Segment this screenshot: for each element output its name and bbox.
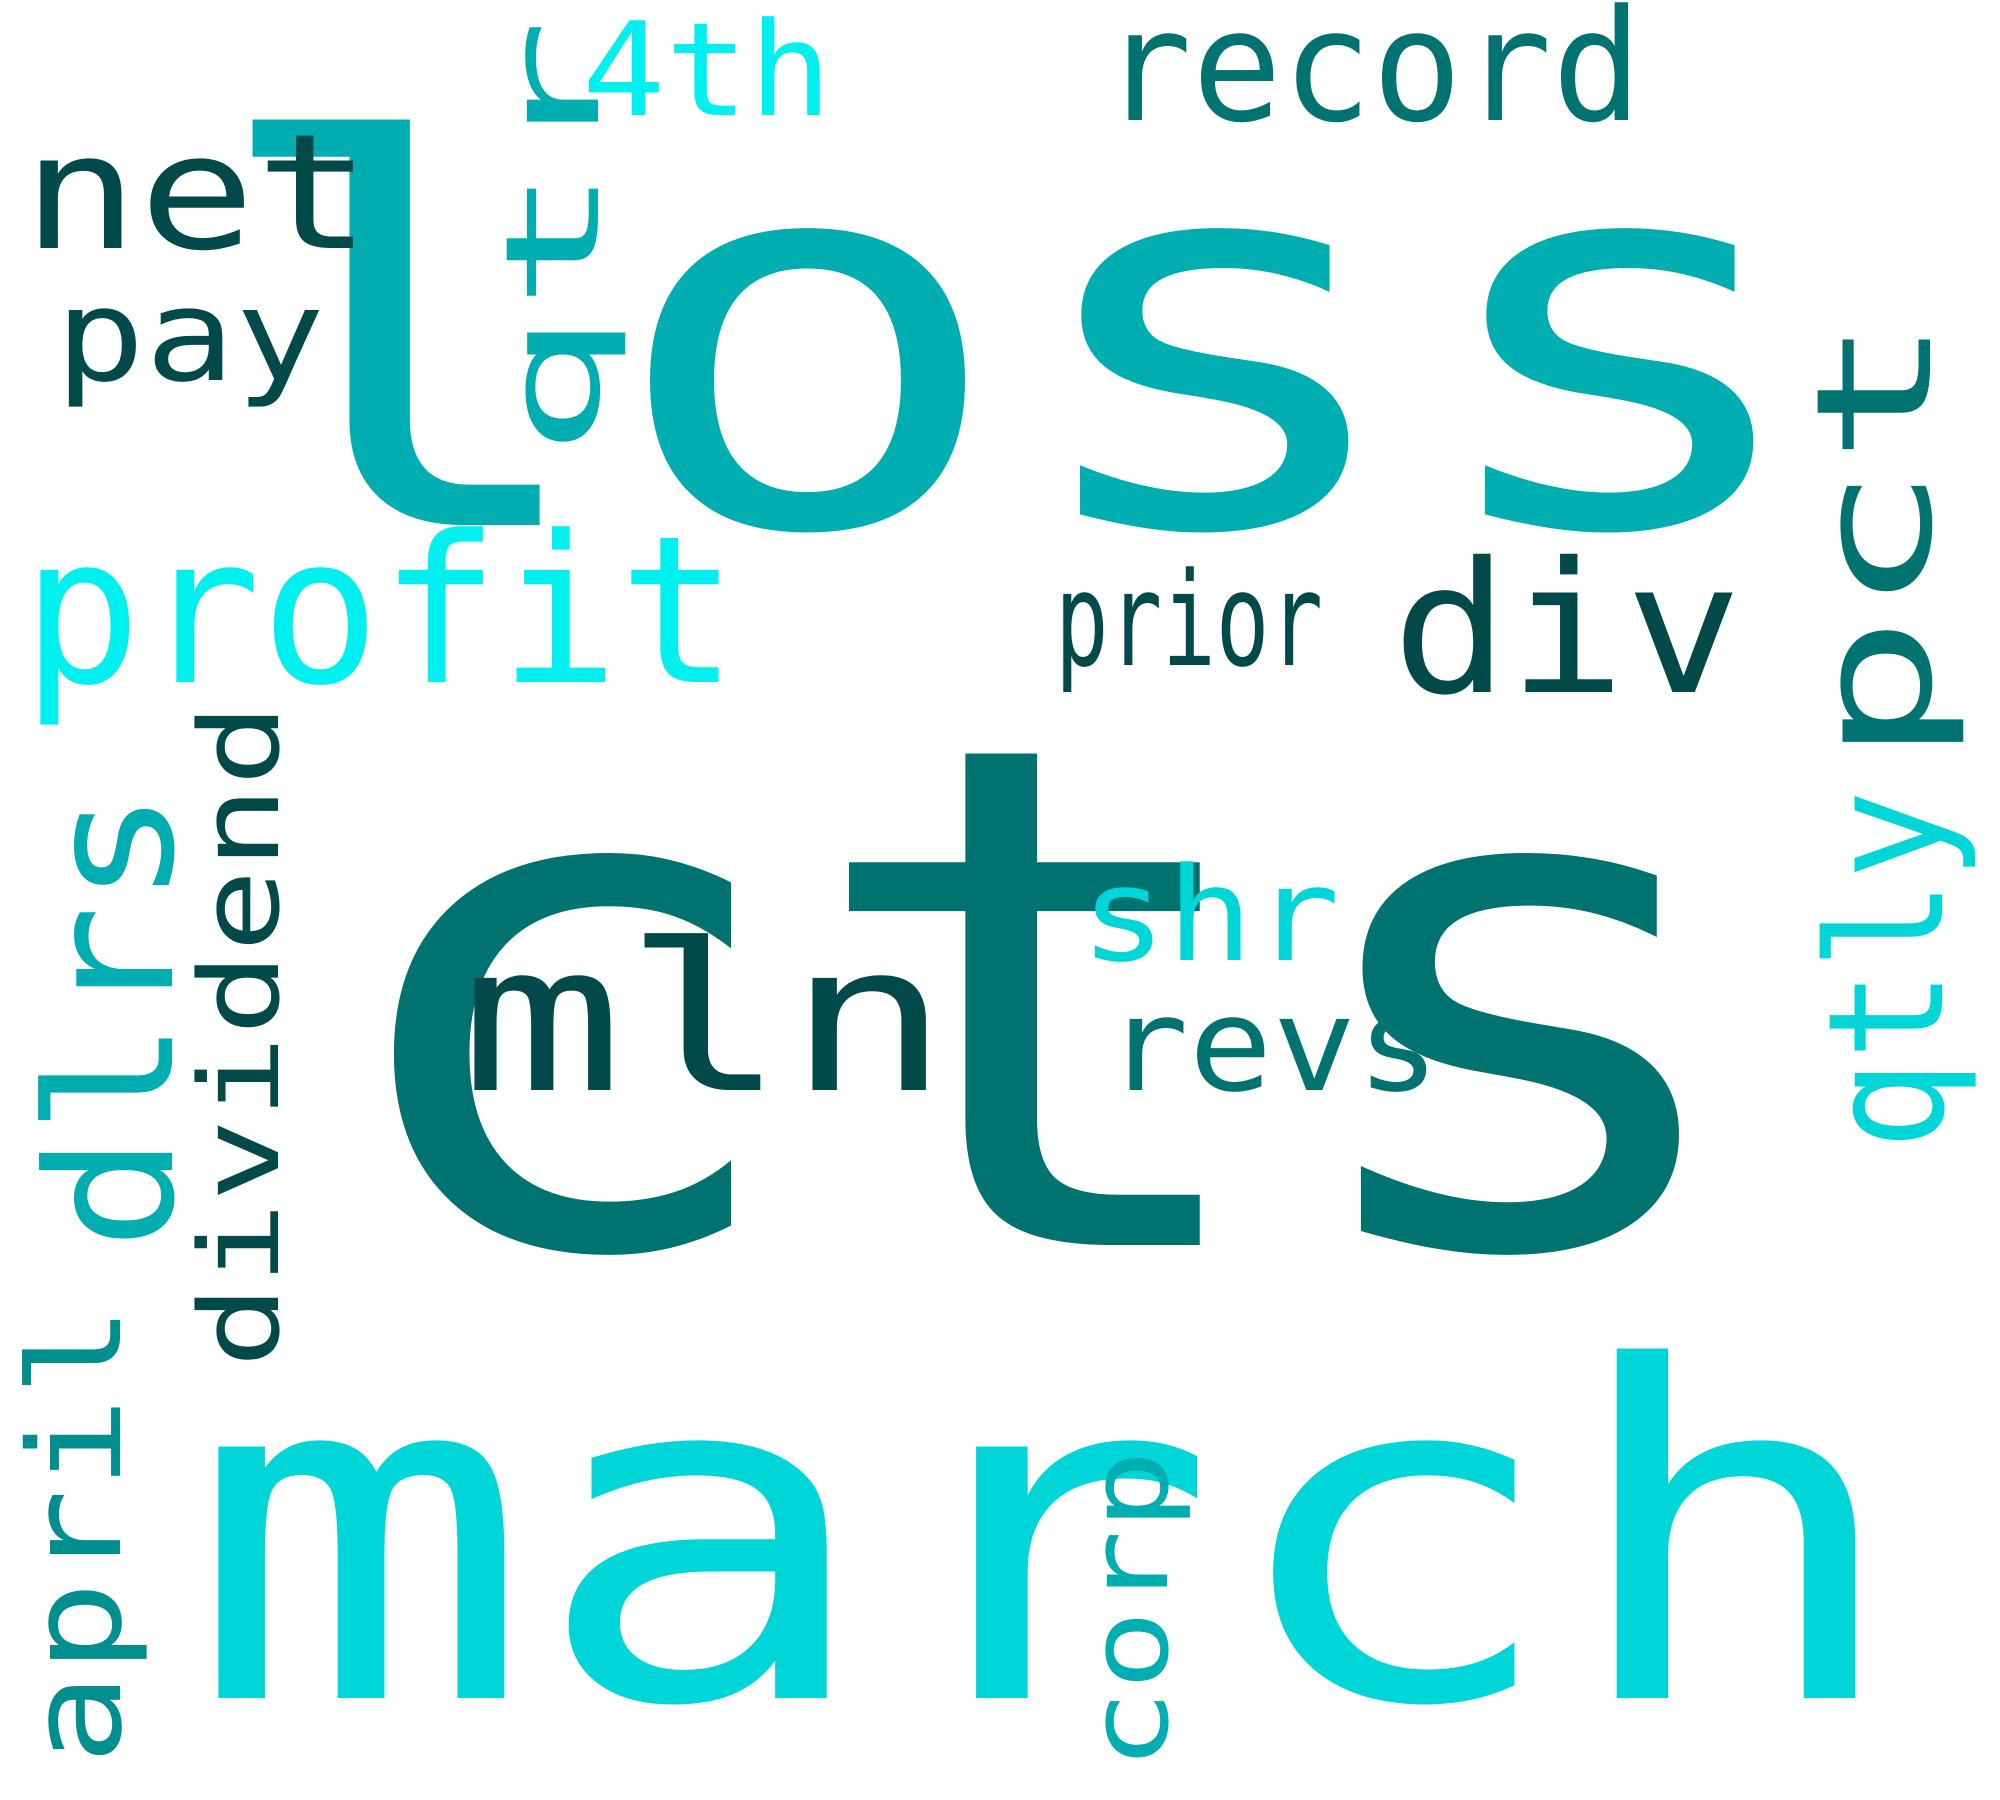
- word-april: april: [2, 1305, 151, 1765]
- word-shr: div: [1392, 523, 1742, 735]
- word-record: record: [1102, 0, 1642, 157]
- word-dlrs: dlrs: [11, 790, 214, 1250]
- word-prior: qtr: [477, 18, 629, 458]
- word-dividend: dividend: [176, 703, 304, 1368]
- word-qtly: revs: [1105, 969, 1440, 1121]
- word-pay: pay: [55, 262, 325, 411]
- word-cts: cts: [318, 596, 1758, 1411]
- word-march: march: [188, 1272, 1906, 1800]
- word-div: prior: [1055, 544, 1323, 696]
- word-pct: shr: [1080, 839, 1340, 991]
- word-corp: corp: [1065, 1450, 1193, 1770]
- word-mln: mln: [460, 901, 950, 1139]
- word-revs: pct: [1781, 315, 1968, 765]
- word-net: net: [22, 99, 372, 286]
- word-4th: 4th: [582, 0, 832, 146]
- word-loss: loss: [200, 33, 1820, 650]
- word-qtr: qtly: [1793, 790, 1980, 1150]
- word-profit: profit: [22, 493, 738, 731]
